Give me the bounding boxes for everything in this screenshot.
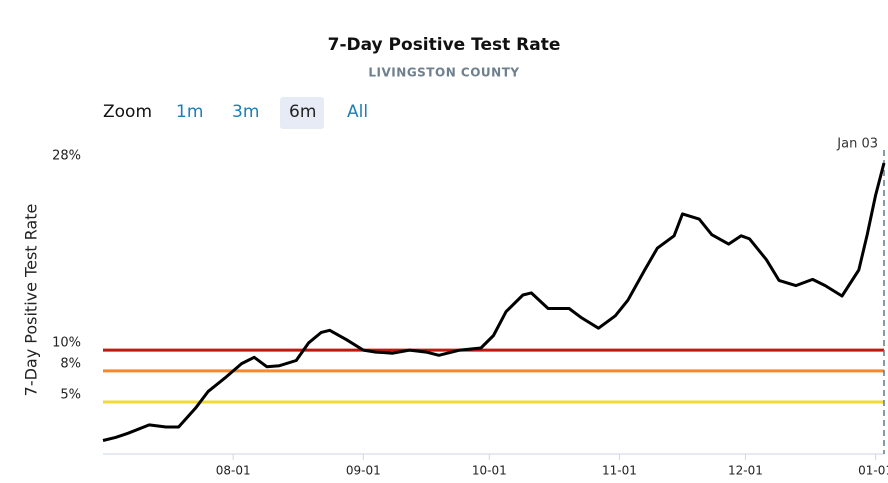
zoom-button-bg [280,97,324,129]
x-tick-label: 01-01 [858,464,888,478]
chart-title: 7-Day Positive Test Rate [328,35,561,55]
zoom-button[interactable]: All [347,102,368,122]
zoom-button[interactable]: 3m [232,102,259,122]
y-axis-title: 7-Day Positive Test Rate [22,204,41,397]
zoom-label: Zoom [103,102,152,122]
zoom-button[interactable]: 6m [289,102,316,122]
chart-subtitle: LIVINGSTON COUNTY [368,66,519,80]
y-tick-label: 5% [60,388,81,403]
crosshair-label: Jan 03 [836,137,878,152]
zoom-button[interactable]: 1m [176,102,203,122]
x-tick-label: 08-01 [216,464,251,478]
y-tick-label: 8% [60,356,81,371]
x-tick-label: 11-01 [602,464,637,478]
y-tick-label: 10% [52,336,81,351]
y-tick-label: 28% [52,149,81,164]
x-tick-label: 12-01 [728,464,763,478]
data-line [102,162,886,442]
x-tick-label: 10-01 [472,464,507,478]
x-tick-label: 09-01 [346,464,381,478]
